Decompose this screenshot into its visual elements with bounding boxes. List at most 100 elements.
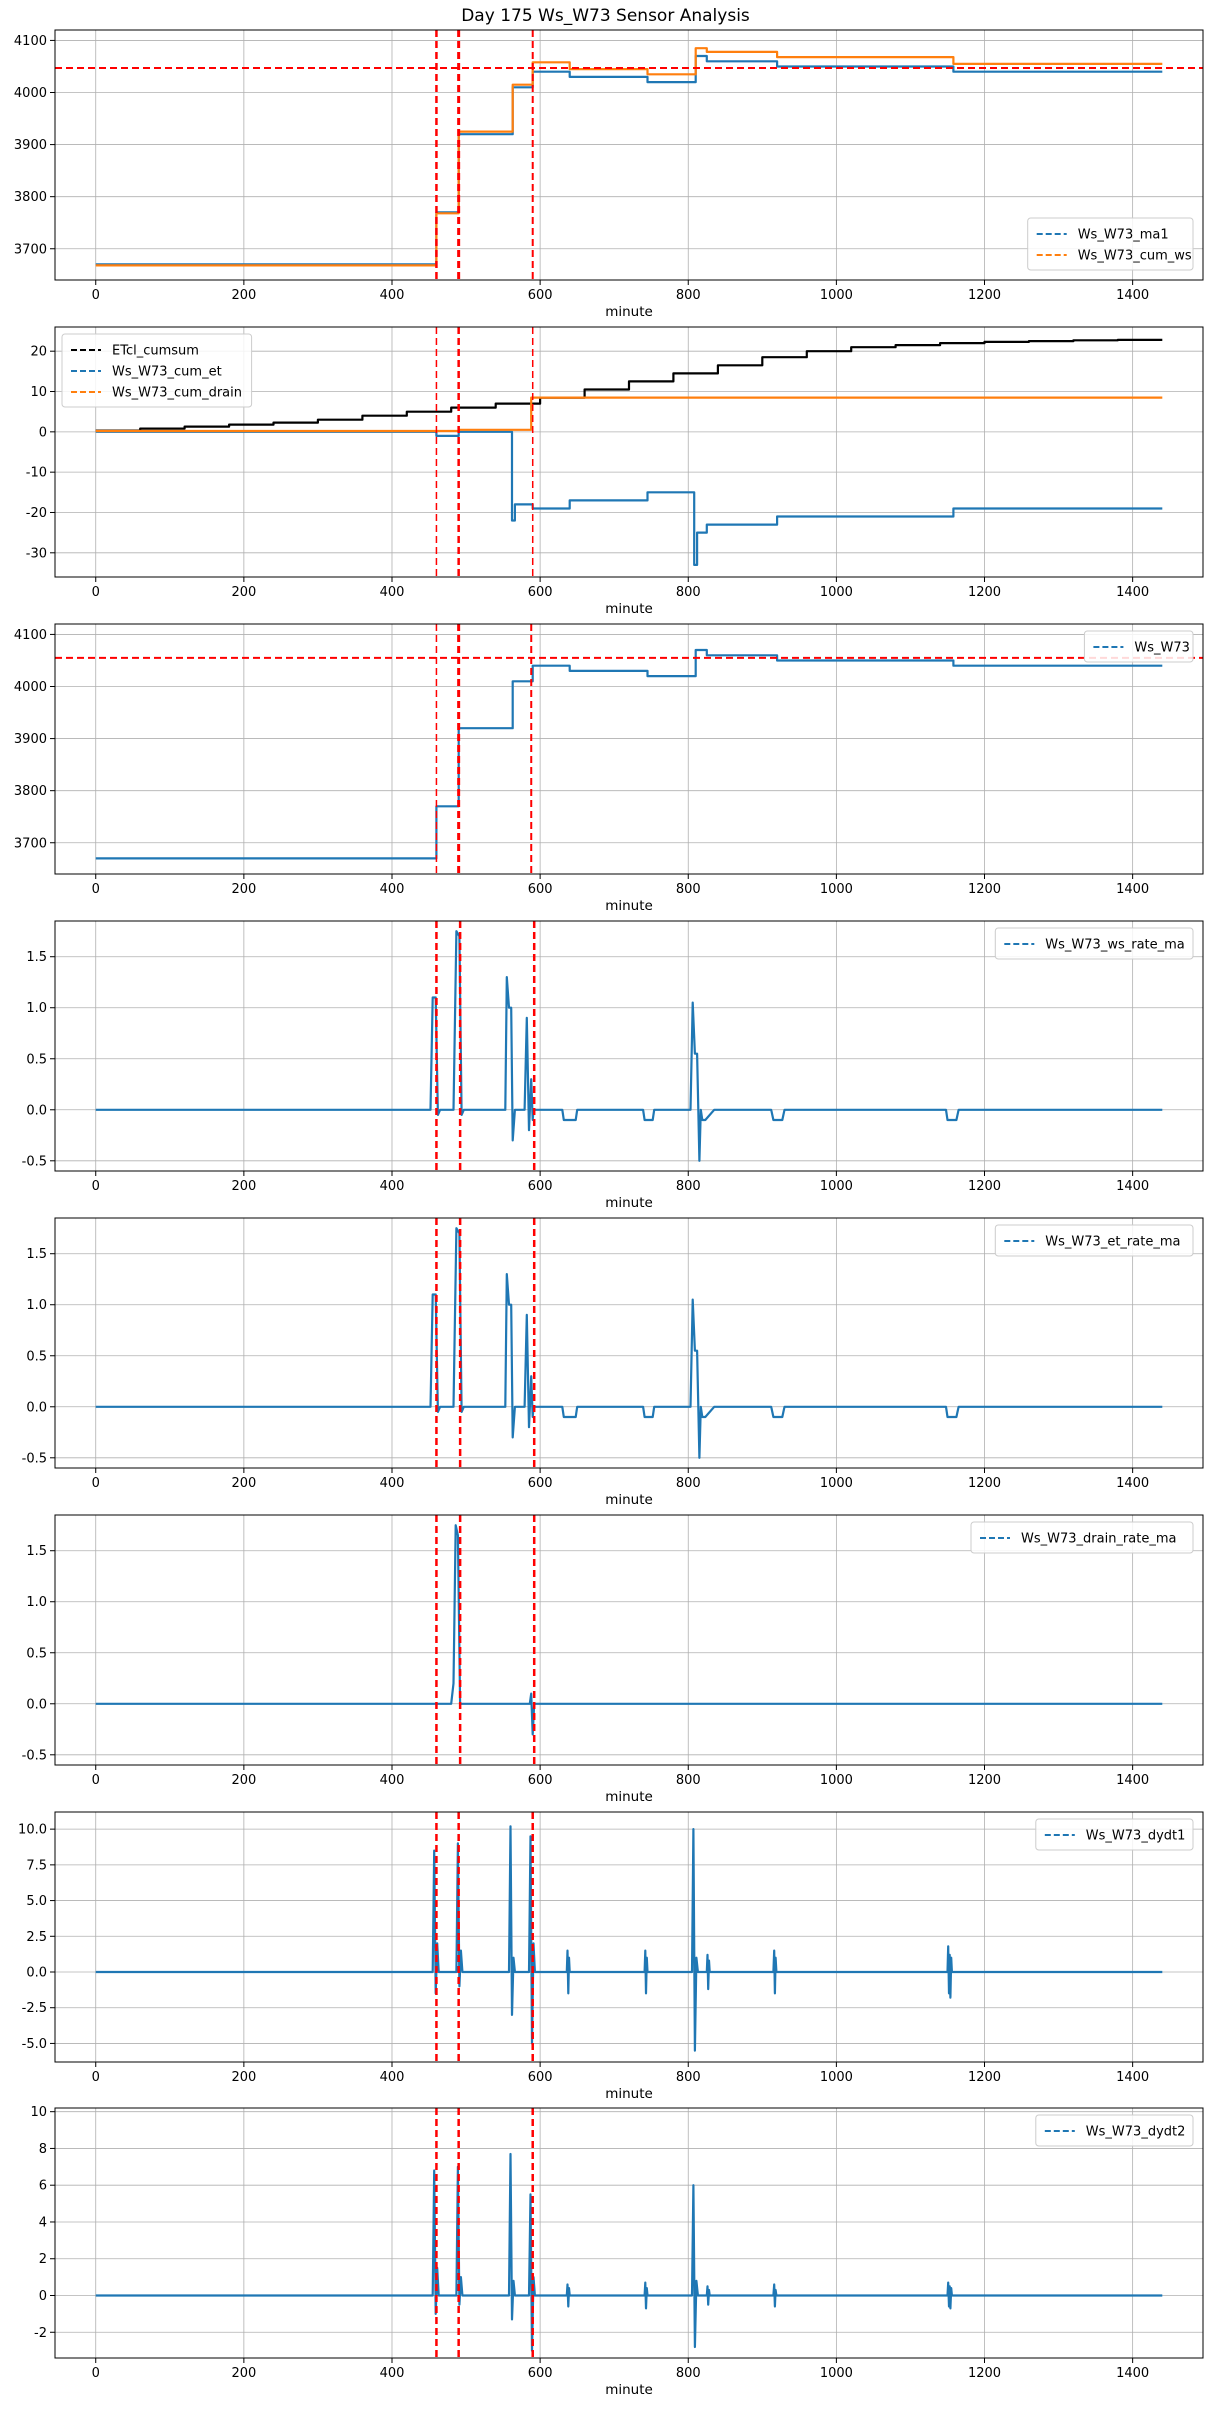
x-tick-label: 200 <box>231 2070 256 2085</box>
x-tick-label: 1400 <box>1116 882 1149 897</box>
y-tick-label: 4000 <box>14 680 47 695</box>
y-tick-label: 0.5 <box>26 1052 47 1067</box>
y-tick-label: 0.0 <box>26 1400 47 1415</box>
x-tick-label: 800 <box>676 288 701 303</box>
x-tick-label: 800 <box>676 585 701 600</box>
subplot-1: 0 200 400 600 800 1000 1200 1400 3700 3800 3900 400… <box>14 29 1204 320</box>
y-tick-label: 4100 <box>14 628 47 643</box>
x-tick-label: 600 <box>528 585 553 600</box>
x-tick-label: 1200 <box>968 882 1001 897</box>
y-tick-label: -0.5 <box>22 1154 47 1169</box>
x-axis-label: minute <box>605 1195 653 1211</box>
y-tick-label: -2.5 <box>22 2001 47 2016</box>
y-tick-label: 1.5 <box>26 1544 47 1559</box>
axes-frame <box>54 920 1204 1172</box>
x-tick-label: 1000 <box>820 882 853 897</box>
x-tick-label: 600 <box>528 1476 553 1491</box>
legend-label: Ws_W73_drain_rate_ma <box>1021 1532 1176 1547</box>
x-tick-label: 200 <box>231 1179 256 1194</box>
x-tick-label: 1400 <box>1116 288 1149 303</box>
y-tick-label: 3900 <box>14 138 47 153</box>
x-tick-label: 800 <box>676 1476 701 1491</box>
subplot-2: 0 200 400 600 800 1000 1200 1400 -30 -20 -10 0 10 20 m… <box>26 326 1204 617</box>
x-tick-label: 200 <box>231 1476 256 1491</box>
legend: Ws_W73_dydt1 <box>1035 1818 1194 1851</box>
plot-area <box>55 624 1203 874</box>
x-tick-label: 800 <box>676 2070 701 2085</box>
x-tick-label: 0 <box>92 2366 100 2381</box>
legend-label: Ws_W73_dydt2 <box>1086 2125 1186 2140</box>
legend-box <box>61 333 253 408</box>
y-tick-label: 4000 <box>14 86 47 101</box>
x-tick-label: 600 <box>528 2070 553 2085</box>
legend-box <box>1035 1818 1194 1851</box>
y-tick-label: 3900 <box>14 732 47 747</box>
y-tick-label: 5.0 <box>26 1894 47 1909</box>
legend: Ws_W73_ma1 Ws_W73_cum_ws <box>1027 217 1194 271</box>
x-tick-label: 1000 <box>820 1476 853 1491</box>
x-tick-label: 1400 <box>1116 1773 1149 1788</box>
series-line-Ws_W73_drain_rate_ma <box>95 1524 1163 1736</box>
x-tick-label: 0 <box>92 1179 100 1194</box>
x-tick-label: 400 <box>380 288 405 303</box>
y-tick-label: -0.5 <box>22 1451 47 1466</box>
x-tick-label: 600 <box>528 288 553 303</box>
axes-frame <box>54 1811 1204 2063</box>
x-tick-label: 800 <box>676 1179 701 1194</box>
legend-box <box>1027 217 1194 271</box>
x-axis-label: minute <box>605 2086 653 2102</box>
y-tick-label: 2.5 <box>26 1930 47 1945</box>
y-tick-label: 10.0 <box>18 1823 47 1838</box>
x-axis-label: minute <box>605 898 653 914</box>
x-tick-label: 1200 <box>968 585 1001 600</box>
x-tick-label: 1400 <box>1116 585 1149 600</box>
x-tick-label: 400 <box>380 882 405 897</box>
x-axis-label: minute <box>605 1492 653 1508</box>
x-tick-label: 200 <box>231 2366 256 2381</box>
x-axis-label: minute <box>605 304 653 320</box>
series-line-Ws_W73_ws_rate_ma <box>95 930 1163 1162</box>
y-tick-label: 1.5 <box>26 1247 47 1262</box>
x-tick-label: 0 <box>92 585 100 600</box>
axes-frame <box>54 1514 1204 1766</box>
x-tick-label: 200 <box>231 882 256 897</box>
y-tick-label: 0.0 <box>26 1103 47 1118</box>
x-tick-label: 800 <box>676 882 701 897</box>
x-tick-label: 0 <box>92 882 100 897</box>
series-line-Ws_W73_cum_drain <box>95 396 1163 433</box>
legend: Ws_W73 <box>1083 630 1194 663</box>
x-tick-label: 200 <box>231 1773 256 1788</box>
legend-box <box>994 927 1194 960</box>
y-tick-label: 3700 <box>14 836 47 851</box>
x-tick-label: 1200 <box>968 2366 1001 2381</box>
legend: Ws_W73_dydt2 <box>1035 2114 1194 2147</box>
subplot-8: 0 200 400 600 800 1000 1200 1400 -2 0 2 4 6 8 10 minute… <box>30 2105 1204 2398</box>
subplot-4: 0 200 400 600 800 1000 1200 1400 -0.5 0.0 0.5 1.0 1.… <box>22 920 1204 1211</box>
y-tick-label: 1.0 <box>26 1595 47 1610</box>
y-tick-label: 0.5 <box>26 1646 47 1661</box>
x-axis-label: minute <box>605 1789 653 1805</box>
plot-area <box>95 921 1163 1171</box>
axes-frame <box>54 29 1204 281</box>
y-tick-label: 6 <box>39 2179 47 2194</box>
legend-label: Ws_W73_ma1 <box>1078 228 1169 243</box>
legend-label: Ws_W73_cum_ws <box>1078 249 1192 264</box>
legend: ETcl_cumsum Ws_W73_cum_et Ws_W73_cum_drain <box>61 333 253 408</box>
x-tick-label: 0 <box>92 1773 100 1788</box>
axes-frame <box>54 1217 1204 1469</box>
subplot-6: 0 200 400 600 800 1000 1200 1400 -0.5 0.0 0.5 1.0 1.… <box>22 1514 1204 1805</box>
y-tick-label: 0.5 <box>26 1349 47 1364</box>
axes-frame <box>54 623 1204 875</box>
x-tick-label: 1200 <box>968 288 1001 303</box>
y-tick-label: -10 <box>26 466 47 481</box>
plot-area <box>55 30 1203 280</box>
series-line-Ws_W73_ma1 <box>95 54 1163 266</box>
x-tick-label: 200 <box>231 288 256 303</box>
x-tick-label: 800 <box>676 2366 701 2381</box>
y-tick-label: 3800 <box>14 190 47 205</box>
x-axis-label: minute <box>605 601 653 617</box>
x-tick-label: 400 <box>380 1179 405 1194</box>
y-tick-label: -0.5 <box>22 1748 47 1763</box>
axes-frame <box>54 326 1204 578</box>
